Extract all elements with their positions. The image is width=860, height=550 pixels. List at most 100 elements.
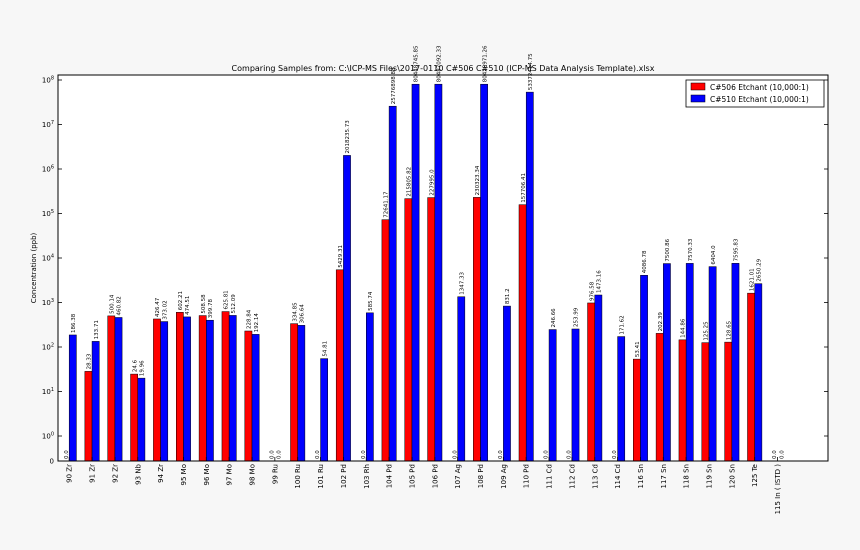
bar-s2-26: [663, 263, 671, 462]
bar-label-s2-19: 831.2: [505, 288, 511, 304]
bar-label-s1-2: 500.14: [110, 294, 116, 314]
bar-label-s1-28: 125.25: [704, 321, 710, 341]
bar-label-s2-29: 7595.83: [734, 238, 740, 261]
bar-label-s2-14: 25776898.88: [391, 67, 397, 104]
bar-label-s2-27: 7570.33: [688, 238, 694, 261]
x-tick-label-25: 116 Sn: [637, 464, 645, 488]
y-tick-label-8: 107: [42, 120, 54, 129]
x-tick-label-9: 99 Ru: [271, 464, 279, 484]
bar-s2-24: [617, 336, 626, 462]
bar-s1-6: [198, 315, 207, 462]
legend-frame: [685, 79, 825, 108]
bar-s1-5: [176, 312, 184, 462]
bar-label-s1-18: 230323.34: [475, 165, 481, 195]
x-tick-label-3: 93 Nb: [134, 463, 142, 484]
y-tick-label-5: 104: [42, 254, 54, 263]
bar-label-s1-29: 128.65: [726, 320, 732, 340]
x-tick-label-13: 103 Rh: [363, 464, 371, 489]
bar-label-s2-10: 306.64: [300, 304, 306, 324]
bar-s2-19: [503, 305, 511, 462]
bar-s1-20: [518, 204, 527, 462]
bar-label-s1-13: 0.0: [361, 450, 367, 459]
x-tick-label-14: 104 Pd: [386, 464, 394, 488]
bar-label-s1-20: 157706.41: [521, 173, 527, 203]
bar-s1-2: [107, 315, 116, 462]
bar-s1-15: [404, 198, 413, 462]
bar-label-s2-7: 512.09: [231, 294, 237, 314]
bar-label-s1-6: 508.58: [201, 294, 207, 314]
bar-label-s1-1: 28.33: [87, 353, 93, 369]
y-tick-label-2: 101: [42, 387, 54, 396]
x-tick-label-18: 108 Pd: [477, 464, 485, 488]
bar-label-s1-31: 0.0: [772, 450, 778, 459]
bar-s1-3: [130, 373, 139, 462]
bar-s2-21: [548, 329, 557, 462]
bar-s2-8: [251, 334, 260, 462]
bar-label-s1-9: 0.0: [269, 450, 275, 459]
bar-s2-25: [640, 275, 648, 462]
bar-label-s1-16: 227995.0: [429, 169, 435, 196]
x-tick-label-10: 100 Ru: [294, 464, 302, 489]
bar-s2-30: [754, 283, 763, 462]
y-axis-label: Concentration (ppb): [30, 232, 38, 303]
bar-s2-18: [480, 83, 488, 462]
x-tick-label-28: 119 Sn: [706, 464, 714, 488]
bar-s2-14: [388, 105, 397, 462]
legend-label-series-1: C#506 Etchant (10,000:1): [710, 83, 809, 92]
bar-label-s1-23: 976.58: [589, 281, 595, 301]
legend: C#506 Etchant (10,000:1) C#510 Etchant (…: [685, 79, 825, 108]
bar-label-s1-3: 24.6: [132, 359, 138, 372]
x-tick-label-6: 96 Mo: [203, 464, 211, 485]
bar-s1-8: [244, 330, 253, 462]
bar-s2-15: [411, 83, 420, 462]
bar-s2-17: [457, 296, 466, 462]
bar-labels-layer: 0.0 28.33 500.14 24.6 426.47 602.21 508.58 625.…: [64, 45, 786, 459]
x-tick-label-23: 113 Cd: [591, 464, 599, 489]
bar-label-s1-19: 0.0: [498, 450, 504, 459]
bar-s2-23: [594, 294, 603, 462]
bar-label-s2-31: 0.0: [779, 450, 785, 459]
bar-s2-3: [137, 377, 146, 462]
x-tick-label-8: 98 Mo: [249, 464, 257, 485]
bar-s1-1: [84, 371, 93, 462]
bar-s2-4: [160, 321, 169, 462]
y-tick-label-9: 108: [42, 76, 54, 85]
bar-label-s2-4: 373.02: [162, 300, 168, 319]
bar-s1-7: [221, 311, 230, 462]
bar-s2-27: [685, 263, 694, 462]
legend-label-series-2: C#510 Etchant (10,000:1): [710, 95, 809, 104]
y-tick-label-1: 100: [42, 432, 54, 441]
plot-frame: [57, 74, 829, 462]
bar-s2-12: [343, 155, 351, 462]
legend-swatch-series-1: [690, 82, 706, 91]
bar-s1-12: [335, 269, 344, 462]
x-tick-label-7: 97 Mo: [226, 464, 234, 485]
bar-s2-10: [297, 325, 306, 462]
bar-label-s1-10: 334.85: [292, 302, 298, 322]
x-tick-label-26: 117 Sn: [660, 464, 668, 488]
bar-label-s1-5: 602.21: [178, 291, 184, 310]
y-tick-label-6: 105: [42, 209, 54, 218]
bar-label-s1-25: 53.41: [635, 341, 641, 357]
bar-s1-18: [473, 197, 481, 462]
x-tick-label-20: 110 Pd: [523, 464, 531, 488]
bar-label-s1-7: 625.81: [224, 290, 230, 309]
bar-label-s1-17: 0.0: [452, 450, 458, 459]
x-tick-label-5: 95 Mo: [180, 464, 188, 485]
bar-s1-16: [427, 197, 436, 462]
bar-label-s2-23: 1473.16: [597, 270, 603, 293]
x-tick-label-1: 91 Zr: [89, 464, 97, 483]
bar-label-s2-26: 7500.86: [665, 238, 671, 261]
bar-label-s2-12: 2018235.73: [345, 120, 351, 154]
bar-label-s1-26: 202.39: [658, 312, 664, 332]
x-tick-label-31: 115 In ( ISTD ): [774, 464, 782, 515]
bar-label-s1-4: 426.47: [155, 297, 161, 317]
bar-s2-20: [525, 91, 534, 462]
x-tick-label-24: 114 Cd: [614, 464, 622, 489]
bar-s1-14: [381, 219, 390, 462]
x-tick-label-27: 118 Sn: [683, 464, 691, 488]
bar-label-s2-6: 399.78: [208, 298, 214, 318]
bar-s2-1: [91, 341, 100, 462]
x-tick-label-16: 106 Pd: [431, 464, 439, 488]
